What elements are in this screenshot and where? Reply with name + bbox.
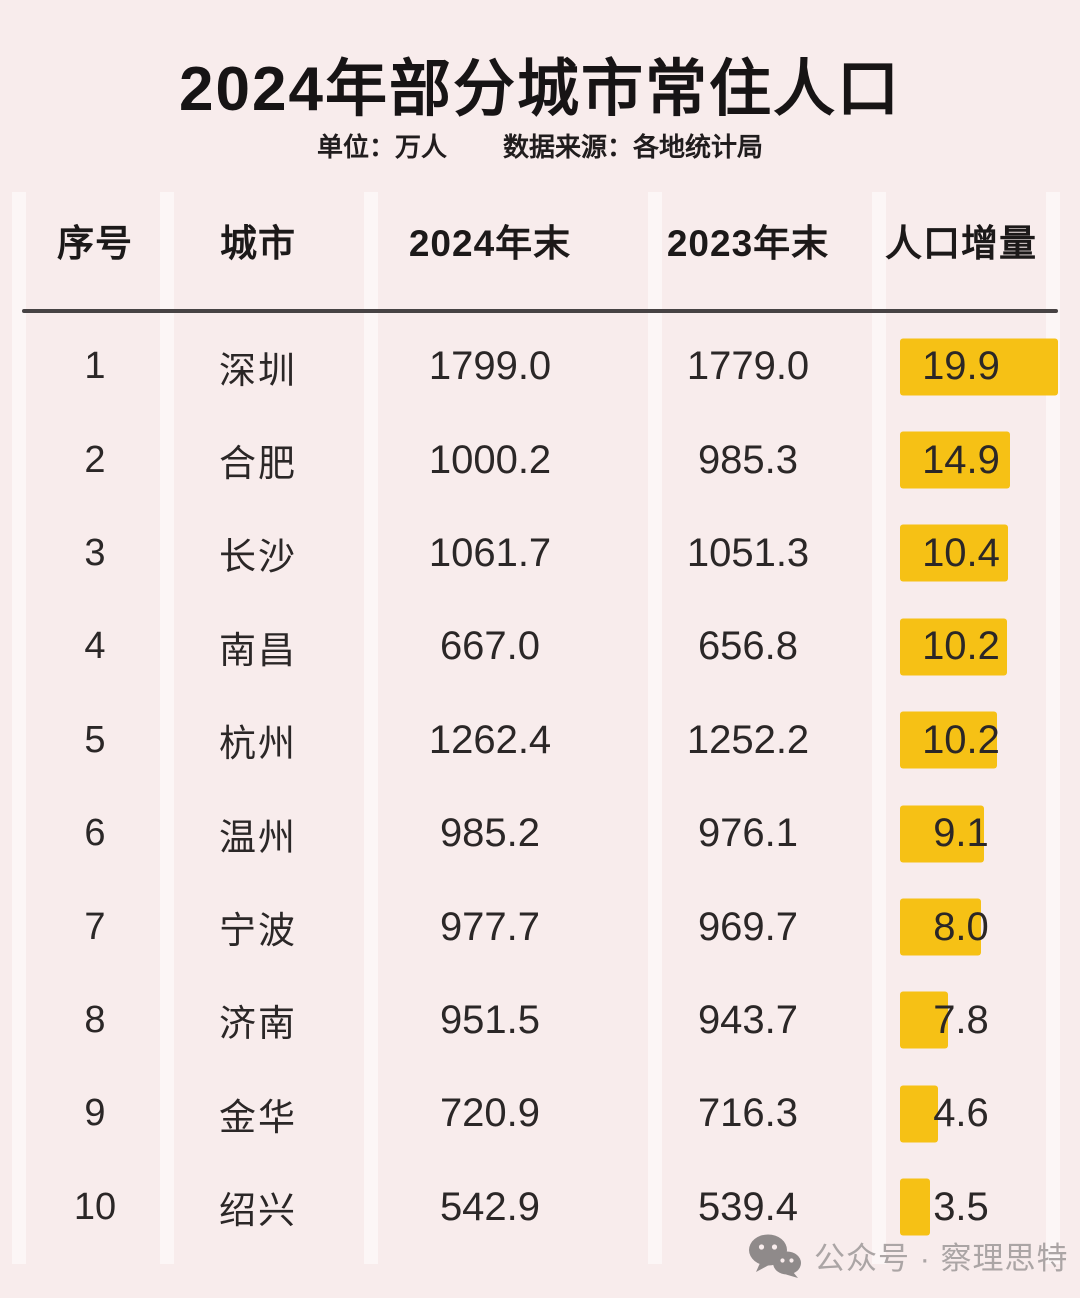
- source-label: 数据来源：各地统计局: [503, 132, 764, 162]
- increase-bar: [900, 805, 984, 863]
- pop-2023-cell: 976.1: [697, 811, 799, 856]
- table-row: 3 长沙 1061.7 1051.3 10.4: [0, 507, 1080, 600]
- rank-cell: 1: [84, 345, 106, 388]
- rank-cell: 5: [84, 718, 106, 761]
- footer-account-label: 公众号 · 察理思特: [814, 1241, 1069, 1276]
- rank-cell: 9: [84, 1092, 106, 1135]
- increase-bar: [900, 1178, 930, 1236]
- pop-2023-cell: 539.4: [697, 1184, 799, 1229]
- increase-cell: 10.4: [922, 530, 1000, 575]
- increase-bar: [900, 991, 948, 1049]
- pop-2024-cell: 977.7: [439, 904, 541, 949]
- pop-2024-cell: 1262.4: [428, 717, 552, 762]
- increase-cell: 8.0: [933, 904, 989, 949]
- column-header-rank: 序号: [57, 223, 133, 264]
- increase-cell: 7.8: [933, 997, 989, 1042]
- table-row: 1 深圳 1799.0 1779.0 19.9: [0, 320, 1080, 413]
- column-separator: [1046, 192, 1060, 1264]
- pop-2024-cell: 542.9: [439, 1184, 541, 1229]
- pop-2024-cell: 1799.0: [428, 344, 552, 389]
- city-cell: 金华: [219, 1096, 297, 1138]
- pop-2023-cell: 1779.0: [686, 344, 810, 389]
- column-header-2023: 2023年末: [666, 223, 830, 264]
- rank-cell: 10: [73, 1185, 117, 1228]
- rank-cell: 7: [84, 905, 106, 948]
- city-cell: 温州: [219, 816, 297, 858]
- pop-2024-cell: 1061.7: [428, 530, 552, 575]
- rank-cell: 3: [84, 531, 106, 574]
- table-row: 10 绍兴 542.9 539.4 3.5: [0, 1161, 1080, 1254]
- table-header: 序号 城市 2024年末 2023年末 人口增量: [0, 210, 1080, 270]
- column-separator: [872, 192, 886, 1264]
- pop-2023-cell: 656.8: [697, 624, 799, 669]
- table-row: 2 合肥 1000.2 985.3 14.9: [0, 413, 1080, 506]
- increase-cell: 4.6: [933, 1091, 989, 1136]
- pop-2023-cell: 716.3: [697, 1091, 799, 1136]
- table-row: 9 金华 720.9 716.3 4.6: [0, 1067, 1080, 1160]
- city-cell: 合肥: [219, 443, 297, 485]
- pop-2023-cell: 985.3: [697, 437, 799, 482]
- column-separator: [364, 192, 378, 1264]
- city-cell: 绍兴: [219, 1190, 297, 1232]
- pop-2024-cell: 1000.2: [428, 437, 552, 482]
- page-title: 2024年部分城市常住人口: [179, 55, 901, 124]
- pop-2024-cell: 720.9: [439, 1091, 541, 1136]
- increase-bar: [900, 711, 997, 769]
- column-separator: [12, 192, 26, 1264]
- pop-2023-cell: 969.7: [697, 904, 799, 949]
- city-cell: 济南: [219, 1003, 297, 1045]
- column-separator: [160, 192, 174, 1264]
- table-row: 5 杭州 1262.4 1252.2 10.2: [0, 694, 1080, 787]
- table-row: 7 宁波 977.7 969.7 8.0: [0, 880, 1080, 973]
- rank-cell: 4: [84, 625, 106, 668]
- pop-2024-cell: 951.5: [439, 997, 541, 1042]
- increase-bar: [900, 1085, 938, 1143]
- header-rule: [22, 309, 1058, 313]
- city-cell: 宁波: [219, 910, 297, 952]
- column-header-2024: 2024年末: [408, 223, 572, 264]
- increase-bar: [900, 618, 1007, 676]
- city-cell: 长沙: [219, 536, 297, 578]
- increase-cell: 10.2: [922, 717, 1000, 762]
- rank-cell: 6: [84, 812, 106, 855]
- column-header-city: 城市: [220, 223, 296, 264]
- pop-2024-cell: 667.0: [439, 624, 541, 669]
- increase-cell: 19.9: [922, 344, 1000, 389]
- pop-2023-cell: 943.7: [697, 997, 799, 1042]
- table-body: 1 深圳 1799.0 1779.0 19.9 2 合肥 1000.2 985.…: [0, 320, 1080, 1254]
- city-cell: 南昌: [219, 629, 297, 671]
- increase-cell: 10.2: [922, 624, 1000, 669]
- column-header-increase: 人口增量: [885, 223, 1037, 264]
- rank-cell: 8: [84, 998, 106, 1041]
- pop-2024-cell: 985.2: [439, 811, 541, 856]
- city-cell: 杭州: [219, 723, 297, 765]
- pop-2023-cell: 1252.2: [686, 717, 810, 762]
- increase-cell: 9.1: [933, 811, 989, 856]
- increase-bar: [900, 524, 1008, 582]
- wechat-icon: [749, 1234, 801, 1278]
- increase-bar: [900, 431, 1010, 489]
- rank-cell: 2: [84, 438, 106, 481]
- column-separator: [648, 192, 662, 1264]
- pop-2023-cell: 1051.3: [686, 530, 810, 575]
- increase-cell: 3.5: [933, 1184, 989, 1229]
- city-cell: 深圳: [219, 349, 297, 391]
- unit-label: 单位：万人: [316, 132, 447, 162]
- table-row: 8 济南 951.5 943.7 7.8: [0, 974, 1080, 1067]
- increase-cell: 14.9: [922, 437, 1000, 482]
- table-row: 4 南昌 667.0 656.8 10.2: [0, 600, 1080, 693]
- subtitle: 单位：万人 数据来源：各地统计局: [0, 127, 1080, 164]
- increase-bar: [900, 338, 1058, 396]
- table-row: 6 温州 985.2 976.1 9.1: [0, 787, 1080, 880]
- increase-bar: [900, 898, 981, 956]
- footer: 公众号 · 察理思特: [748, 1233, 1069, 1278]
